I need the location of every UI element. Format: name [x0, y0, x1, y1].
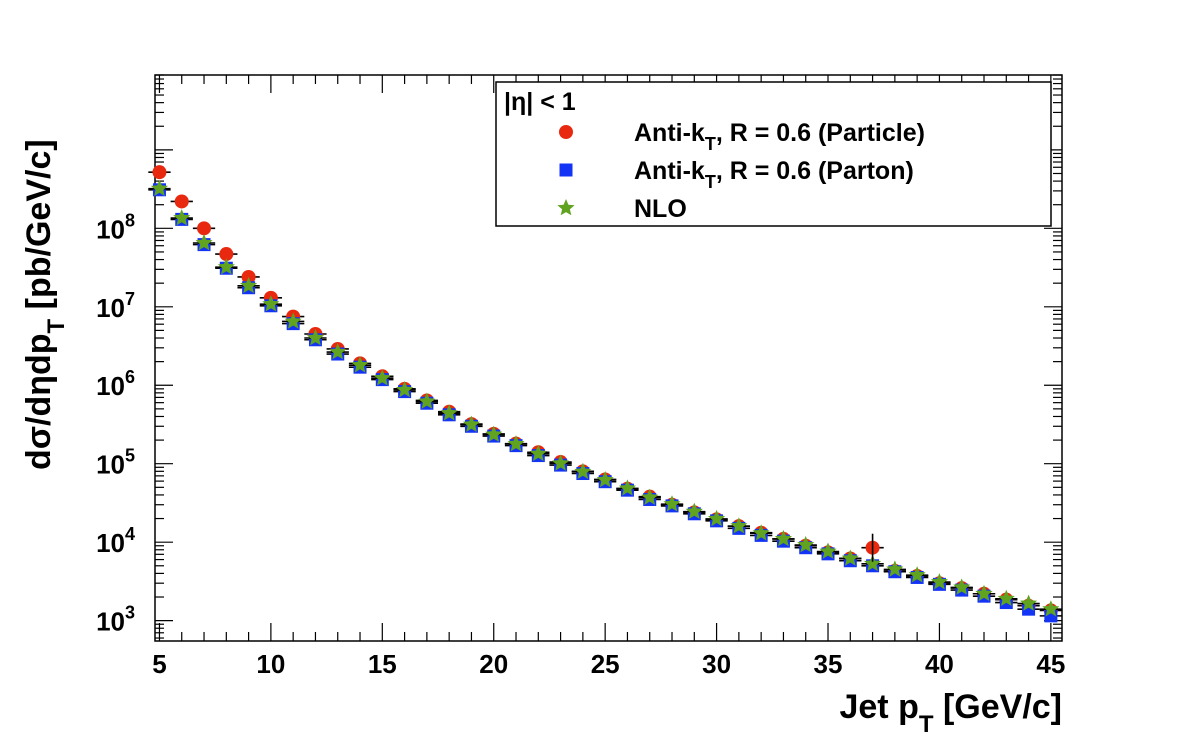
- data-point: [150, 179, 168, 196]
- legend-marker: [557, 199, 575, 216]
- data-point: [418, 392, 436, 409]
- series-3: [148, 179, 1062, 617]
- data-point: [351, 356, 369, 373]
- data-point: [197, 221, 212, 236]
- data-point: [284, 312, 302, 329]
- data-point: [507, 435, 525, 452]
- data-point: [1042, 600, 1060, 617]
- x-tick-label: 10: [256, 649, 285, 679]
- data-point: [1020, 594, 1038, 611]
- legend-label: Anti-kT, R = 0.6 (Parton): [634, 157, 914, 192]
- data-point: [396, 381, 414, 398]
- x-tick-label: 30: [702, 649, 731, 679]
- data-point: [529, 444, 547, 461]
- legend-label: NLO: [634, 195, 687, 223]
- data-point: [219, 247, 234, 262]
- data-point: [329, 343, 347, 360]
- x-tick-label: 45: [1036, 649, 1065, 679]
- y-tick-label: 103: [96, 603, 135, 637]
- data-marks: [148, 165, 1062, 623]
- data-point: [173, 209, 191, 226]
- legend-box: [495, 81, 1052, 227]
- data-point: [596, 471, 614, 488]
- y-axis-title: dσ/dηdpT [pb/GeV/c]: [20, 139, 70, 470]
- data-point: [930, 573, 948, 590]
- data-point: [485, 425, 503, 442]
- data-point: [730, 517, 748, 534]
- legend-marker: [559, 125, 573, 139]
- series-2: [148, 183, 1062, 623]
- x-tick-label: 25: [591, 649, 620, 679]
- x-tick-label: 5: [152, 649, 166, 679]
- data-point: [462, 415, 480, 432]
- x-tick-label: 20: [479, 649, 508, 679]
- legend-title: |η| < 1: [504, 88, 576, 116]
- data-point: [641, 488, 659, 505]
- legend: |η| < 1 Anti-kT, R = 0.6 (Particle)Anti-…: [495, 81, 1052, 227]
- data-point: [685, 502, 703, 519]
- data-point: [864, 554, 882, 572]
- data-point: [152, 165, 167, 180]
- x-tick-labels: 5 10 15 20 25 30 35 40 45: [152, 649, 1065, 679]
- data-point: [373, 369, 391, 386]
- data-point: [217, 258, 235, 275]
- plot-frame: [154, 74, 1063, 642]
- data-point: [819, 542, 837, 559]
- data-point: [841, 549, 859, 566]
- y-tick-label: 106: [96, 367, 135, 401]
- x-axis-title: Jet pT [GeV/c]: [839, 688, 1062, 738]
- data-point: [752, 524, 770, 541]
- y-tick-label: 104: [96, 524, 135, 558]
- data-point: [663, 495, 681, 512]
- legend-items: Anti-kT, R = 0.6 (Particle)Anti-kT, R = …: [557, 119, 925, 223]
- data-point: [552, 454, 570, 471]
- x-tick-label: 35: [814, 649, 843, 679]
- series-1: [148, 165, 1062, 618]
- data-point: [574, 462, 592, 479]
- legend-marker: [559, 163, 573, 177]
- legend-label: Anti-kT, R = 0.6 (Particle): [634, 119, 925, 154]
- data-point: [797, 536, 815, 553]
- data-point: [440, 404, 458, 421]
- y-tick-labels: 103 104 105 106 107 108: [96, 210, 135, 636]
- data-point: [774, 529, 792, 547]
- data-point: [708, 509, 726, 527]
- x-tick-label: 40: [925, 649, 954, 679]
- data-point: [953, 578, 971, 595]
- data-point: [240, 276, 258, 294]
- data-point: [306, 329, 324, 346]
- x-tick-label: 15: [368, 649, 397, 679]
- axis-ticks: [155, 74, 1062, 641]
- data-point: [618, 479, 636, 496]
- y-tick-label: 107: [96, 289, 135, 323]
- data-point: [262, 295, 280, 312]
- data-point: [174, 194, 189, 209]
- data-point: [195, 234, 213, 251]
- data-point: [997, 589, 1015, 606]
- data-point: [975, 584, 993, 601]
- y-tick-label: 105: [96, 446, 135, 480]
- data-point: [886, 560, 904, 577]
- data-point: [908, 566, 926, 583]
- y-tick-label: 108: [96, 210, 135, 244]
